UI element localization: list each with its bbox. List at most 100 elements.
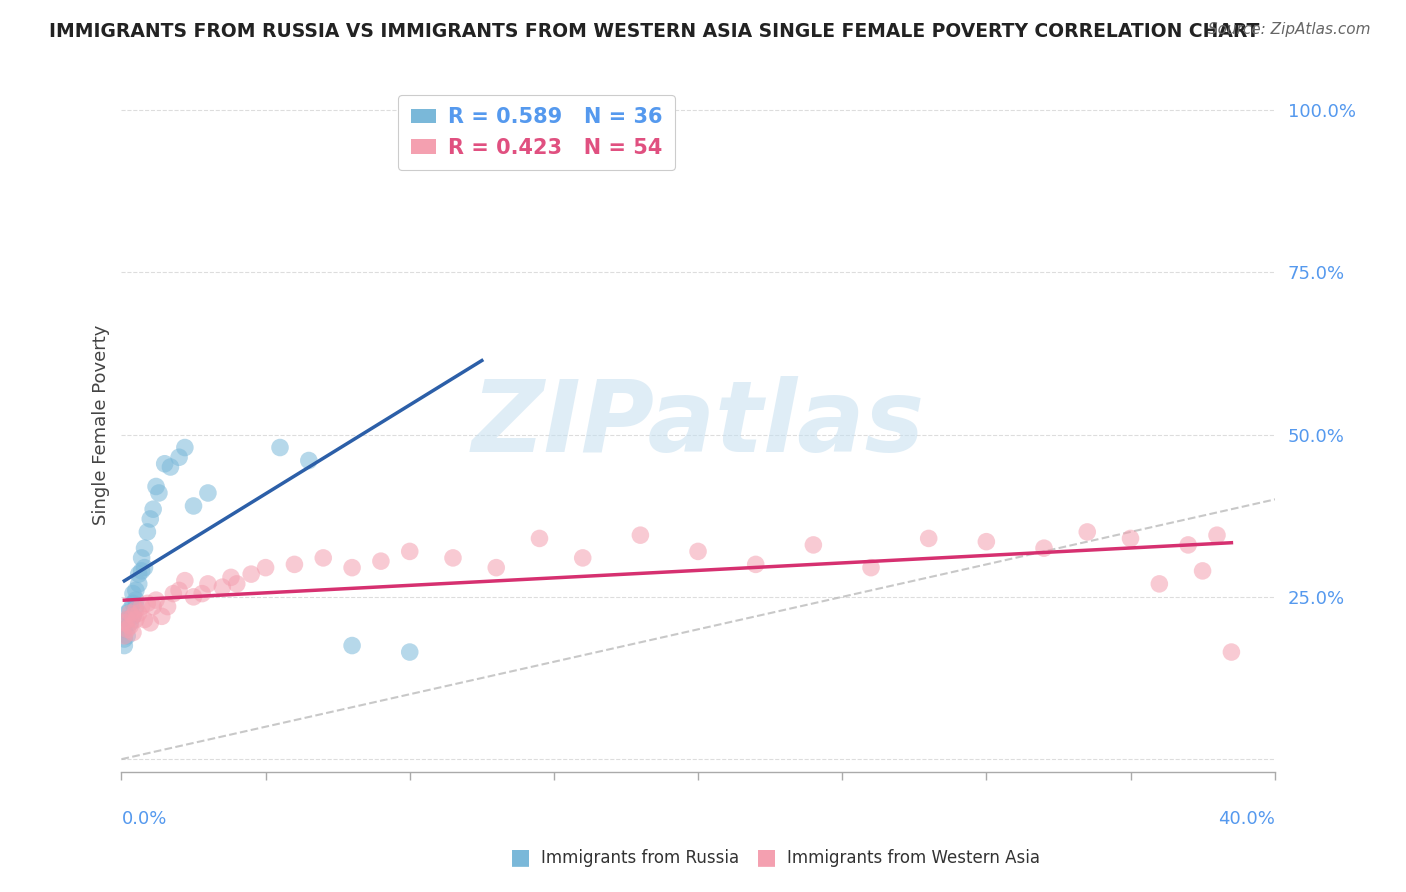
Point	[136, 596, 159, 610]
Point	[225, 577, 247, 591]
Point	[801, 538, 824, 552]
Legend: R = 0.589   N = 36, R = 0.423   N = 54: R = 0.589 N = 36, R = 0.423 N = 54	[398, 95, 675, 170]
Y-axis label: Single Female Poverty: Single Female Poverty	[93, 325, 110, 525]
Point	[1149, 577, 1171, 591]
Point	[918, 532, 941, 546]
Point	[134, 541, 156, 556]
Point	[142, 502, 165, 516]
Point	[122, 609, 145, 624]
Point	[139, 615, 162, 630]
Point	[340, 560, 363, 574]
Point	[485, 560, 508, 574]
Text: Source: ZipAtlas.com: Source: ZipAtlas.com	[1208, 22, 1371, 37]
Point	[283, 558, 305, 572]
Point	[145, 593, 167, 607]
Point	[128, 577, 150, 591]
Point	[136, 524, 159, 539]
Point	[340, 639, 363, 653]
Point	[860, 560, 883, 574]
Point	[112, 623, 135, 637]
Point	[744, 558, 766, 572]
Point	[471, 128, 494, 143]
Point	[128, 606, 150, 620]
Point	[120, 615, 142, 630]
Point	[219, 570, 242, 584]
Point	[125, 599, 148, 614]
Point	[142, 599, 165, 614]
Point	[131, 550, 153, 565]
Point	[183, 590, 205, 604]
Point	[122, 596, 145, 610]
Point	[122, 625, 145, 640]
Point	[120, 619, 142, 633]
Point	[134, 613, 156, 627]
Point	[529, 532, 551, 546]
Point	[112, 632, 135, 646]
Text: ZIPatlas: ZIPatlas	[471, 376, 925, 474]
Point	[298, 453, 321, 467]
Point	[122, 609, 145, 624]
Point	[686, 544, 709, 558]
Point	[398, 645, 420, 659]
Point	[173, 441, 195, 455]
Point	[159, 460, 181, 475]
Point	[115, 606, 138, 620]
Point	[312, 550, 335, 565]
Point	[1033, 541, 1056, 556]
Text: ■: ■	[756, 847, 776, 867]
Point	[156, 599, 179, 614]
Point	[128, 567, 150, 582]
Point	[120, 603, 142, 617]
Point	[398, 544, 420, 558]
Point	[441, 550, 464, 565]
Point	[139, 512, 162, 526]
Point	[131, 564, 153, 578]
Point	[125, 613, 148, 627]
Point	[269, 441, 291, 455]
Point	[167, 450, 190, 465]
Point	[125, 603, 148, 617]
Text: Immigrants from Western Asia: Immigrants from Western Asia	[787, 849, 1040, 867]
Point	[571, 550, 593, 565]
Point	[125, 583, 148, 598]
Point	[112, 615, 135, 630]
Point	[1076, 524, 1098, 539]
Point	[1119, 532, 1142, 546]
Point	[211, 580, 233, 594]
Point	[1220, 645, 1243, 659]
Point	[131, 599, 153, 614]
Point	[112, 639, 135, 653]
Point	[148, 486, 170, 500]
Point	[191, 586, 214, 600]
Point	[1177, 538, 1199, 552]
Point	[120, 606, 142, 620]
Point	[134, 560, 156, 574]
Point	[112, 629, 135, 643]
Point	[122, 586, 145, 600]
Text: 0.0%: 0.0%	[121, 810, 167, 829]
Point	[115, 623, 138, 637]
Text: ■: ■	[510, 847, 530, 867]
Point	[197, 486, 219, 500]
Point	[153, 457, 176, 471]
Point	[150, 609, 173, 624]
Text: 40.0%: 40.0%	[1218, 810, 1275, 829]
Point	[115, 613, 138, 627]
Point	[254, 560, 277, 574]
Point	[976, 534, 998, 549]
Point	[145, 479, 167, 493]
Point	[162, 586, 184, 600]
Text: IMMIGRANTS FROM RUSSIA VS IMMIGRANTS FROM WESTERN ASIA SINGLE FEMALE POVERTY COR: IMMIGRANTS FROM RUSSIA VS IMMIGRANTS FRO…	[49, 22, 1260, 41]
Point	[125, 593, 148, 607]
Point	[167, 583, 190, 598]
Text: Immigrants from Russia: Immigrants from Russia	[541, 849, 740, 867]
Point	[1191, 564, 1213, 578]
Point	[628, 528, 651, 542]
Point	[1206, 528, 1229, 542]
Point	[115, 629, 138, 643]
Point	[370, 554, 392, 568]
Point	[183, 499, 205, 513]
Point	[173, 574, 195, 588]
Point	[197, 577, 219, 591]
Point	[240, 567, 263, 582]
